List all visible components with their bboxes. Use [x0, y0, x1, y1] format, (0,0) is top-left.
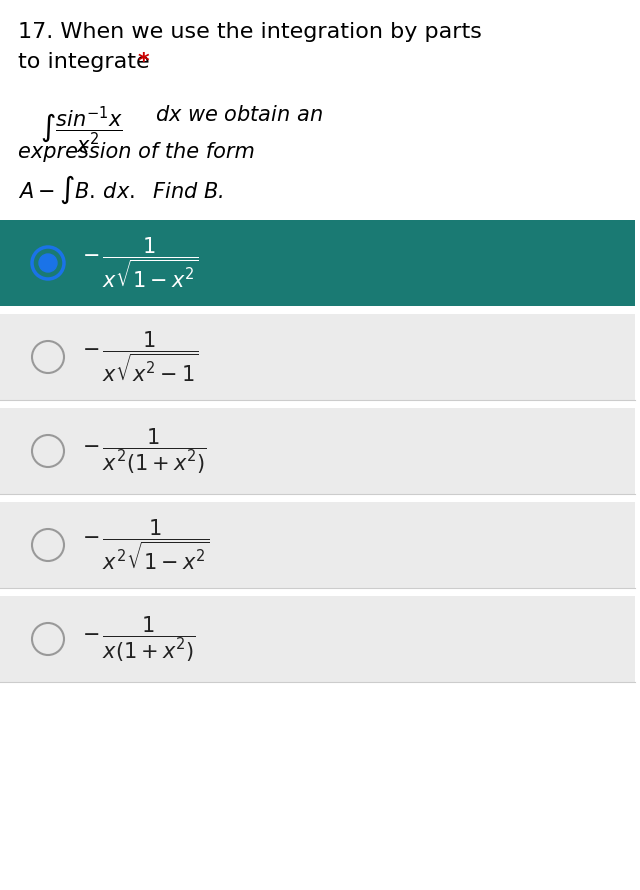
Text: $-\,\dfrac{1}{x\sqrt{1-x^2}}$: $-\,\dfrac{1}{x\sqrt{1-x^2}}$	[82, 236, 199, 290]
Text: expression of the form: expression of the form	[18, 142, 255, 162]
Text: to integrate: to integrate	[18, 52, 157, 72]
Circle shape	[32, 623, 64, 655]
Circle shape	[32, 435, 64, 467]
FancyBboxPatch shape	[0, 408, 635, 494]
Text: $-\,\dfrac{1}{x(1+x^2)}$: $-\,\dfrac{1}{x(1+x^2)}$	[82, 614, 196, 664]
Text: $A - \int B.\,dx.$  Find B.: $A - \int B.\,dx.$ Find B.	[18, 174, 223, 206]
Text: $dx$ we obtain an: $dx$ we obtain an	[155, 105, 323, 125]
Text: $-\,\dfrac{1}{x\sqrt{x^2-1}}$: $-\,\dfrac{1}{x\sqrt{x^2-1}}$	[82, 329, 199, 384]
Circle shape	[39, 254, 57, 272]
Text: $-\,\dfrac{1}{x^2\sqrt{1-x^2}}$: $-\,\dfrac{1}{x^2\sqrt{1-x^2}}$	[82, 518, 210, 572]
Text: $-\,\dfrac{1}{x^2(1+x^2)}$: $-\,\dfrac{1}{x^2(1+x^2)}$	[82, 426, 207, 475]
Circle shape	[32, 529, 64, 561]
Text: *: *	[138, 52, 150, 72]
Text: 17. When we use the integration by parts: 17. When we use the integration by parts	[18, 22, 482, 42]
Circle shape	[32, 341, 64, 373]
FancyBboxPatch shape	[0, 596, 635, 682]
Circle shape	[32, 247, 64, 279]
FancyBboxPatch shape	[0, 314, 635, 400]
Text: $\int \dfrac{\mathit{sin^{-1}x}}{x^2}$: $\int \dfrac{\mathit{sin^{-1}x}}{x^2}$	[40, 105, 123, 157]
FancyBboxPatch shape	[0, 502, 635, 588]
FancyBboxPatch shape	[0, 220, 635, 306]
